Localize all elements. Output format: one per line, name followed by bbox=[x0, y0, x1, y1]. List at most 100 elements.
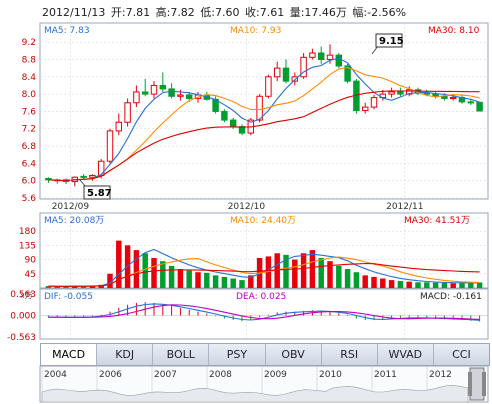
tab-kdj[interactable]: KDJ bbox=[97, 344, 154, 365]
timeline-handle-right[interactable] bbox=[482, 372, 486, 396]
candle-body[interactable] bbox=[476, 101, 483, 112]
candle-body[interactable] bbox=[159, 84, 167, 90]
candle-body[interactable] bbox=[291, 76, 299, 82]
volume-bar[interactable] bbox=[221, 276, 228, 288]
candle-body[interactable] bbox=[467, 101, 475, 104]
volume-bar[interactable] bbox=[432, 282, 439, 288]
candle-body[interactable] bbox=[229, 119, 237, 128]
tab-obv[interactable]: OBV bbox=[266, 344, 322, 365]
candle-body[interactable] bbox=[309, 52, 316, 58]
candle-body[interactable] bbox=[80, 175, 87, 178]
volume-bar[interactable] bbox=[265, 256, 272, 288]
volume-bar[interactable] bbox=[476, 282, 483, 288]
volume-bar[interactable] bbox=[344, 269, 351, 288]
volume-bar[interactable] bbox=[107, 273, 113, 288]
tab-macd[interactable]: MACD bbox=[41, 344, 98, 365]
volume-bar[interactable] bbox=[336, 265, 342, 288]
candle-body[interactable] bbox=[185, 94, 193, 99]
volume-bar[interactable] bbox=[327, 261, 333, 288]
candle-body[interactable] bbox=[97, 160, 105, 176]
volume-bar[interactable] bbox=[168, 265, 175, 288]
candle-body[interactable] bbox=[273, 67, 281, 78]
candle-body[interactable] bbox=[432, 93, 439, 97]
volume-bar[interactable] bbox=[388, 280, 395, 288]
volume-bar[interactable] bbox=[248, 275, 254, 288]
candle-body[interactable] bbox=[282, 67, 290, 82]
volume-bar[interactable] bbox=[362, 275, 368, 288]
volume-bar[interactable] bbox=[45, 286, 52, 288]
candle-body[interactable] bbox=[150, 84, 158, 95]
candle-body[interactable] bbox=[300, 56, 307, 78]
candle-body[interactable] bbox=[141, 91, 149, 95]
volume-bar[interactable] bbox=[63, 286, 69, 288]
candle-body[interactable] bbox=[370, 97, 378, 108]
candle-body[interactable] bbox=[361, 106, 369, 112]
volume-bar[interactable] bbox=[300, 253, 307, 288]
volume-bar[interactable] bbox=[380, 278, 386, 288]
volume-bar[interactable] bbox=[133, 250, 140, 288]
candle-body[interactable] bbox=[265, 76, 272, 97]
volume-bar[interactable] bbox=[397, 281, 404, 288]
macd-dif-line bbox=[48, 303, 480, 321]
candle-body[interactable] bbox=[388, 91, 395, 95]
tab-cci[interactable]: CCI bbox=[452, 348, 471, 361]
volume-bar[interactable] bbox=[424, 282, 430, 288]
volume-bar[interactable] bbox=[151, 258, 157, 288]
candle-body[interactable] bbox=[397, 91, 404, 95]
timeline-handle-left[interactable] bbox=[468, 372, 472, 396]
volume-bar[interactable] bbox=[468, 282, 474, 288]
candle-body[interactable] bbox=[344, 65, 351, 82]
volume-bar[interactable] bbox=[186, 270, 192, 288]
volume-bar[interactable] bbox=[459, 282, 465, 288]
volume-bar[interactable] bbox=[80, 286, 87, 288]
volume-bar[interactable] bbox=[204, 272, 210, 288]
volume-bar[interactable] bbox=[116, 240, 122, 288]
volume-bar[interactable] bbox=[441, 282, 448, 288]
candle-body[interactable] bbox=[133, 91, 140, 104]
tab-rsi[interactable]: RSI bbox=[322, 344, 378, 365]
volume-bar[interactable] bbox=[230, 278, 236, 288]
tab-wvad[interactable]: WVAD bbox=[378, 344, 434, 365]
candle-body[interactable] bbox=[238, 126, 246, 134]
candle-body[interactable] bbox=[335, 54, 343, 67]
volume-bar[interactable] bbox=[274, 253, 280, 288]
volume-bar[interactable] bbox=[72, 285, 78, 288]
volume-bar[interactable] bbox=[309, 250, 316, 288]
candle-body[interactable] bbox=[221, 110, 228, 121]
candle-body[interactable] bbox=[168, 88, 175, 97]
tab-boll[interactable]: BOLL bbox=[153, 344, 210, 365]
volume-bar[interactable] bbox=[318, 258, 324, 288]
volume-bar[interactable] bbox=[142, 253, 148, 288]
volume-bar[interactable] bbox=[212, 275, 219, 288]
price-ytick-label: 8.4 bbox=[22, 73, 37, 83]
volume-bar[interactable] bbox=[89, 285, 96, 288]
candle-body[interactable] bbox=[256, 95, 263, 121]
volume-bar[interactable] bbox=[160, 261, 166, 288]
candle-body[interactable] bbox=[441, 95, 448, 99]
volume-bar[interactable] bbox=[406, 281, 412, 288]
volume-bar[interactable] bbox=[177, 269, 184, 288]
volume-bar[interactable] bbox=[353, 272, 360, 288]
candle-body[interactable] bbox=[124, 102, 131, 123]
volume-bar[interactable] bbox=[415, 282, 421, 288]
volume-bar[interactable] bbox=[239, 280, 245, 288]
candle-body[interactable] bbox=[106, 130, 114, 162]
volume-bar[interactable] bbox=[292, 259, 298, 288]
volume-bar[interactable] bbox=[195, 272, 201, 288]
volume-bar[interactable] bbox=[54, 286, 60, 288]
tab-psy[interactable]: PSY bbox=[209, 344, 266, 365]
volume-bar[interactable] bbox=[371, 276, 377, 288]
volume-bar[interactable] bbox=[450, 283, 456, 288]
candle-body[interactable] bbox=[115, 121, 123, 132]
candle-body[interactable] bbox=[423, 92, 431, 95]
candle-body[interactable] bbox=[449, 97, 457, 100]
candle-body[interactable] bbox=[89, 174, 96, 178]
candle-body[interactable] bbox=[317, 52, 325, 60]
candle-body[interactable] bbox=[177, 94, 184, 97]
candle-body[interactable] bbox=[326, 54, 334, 60]
volume-bar[interactable] bbox=[283, 254, 289, 288]
volume-ytick-label: 180 bbox=[19, 227, 36, 237]
timeline-selection[interactable] bbox=[469, 367, 485, 401]
candle-body[interactable] bbox=[405, 89, 413, 95]
